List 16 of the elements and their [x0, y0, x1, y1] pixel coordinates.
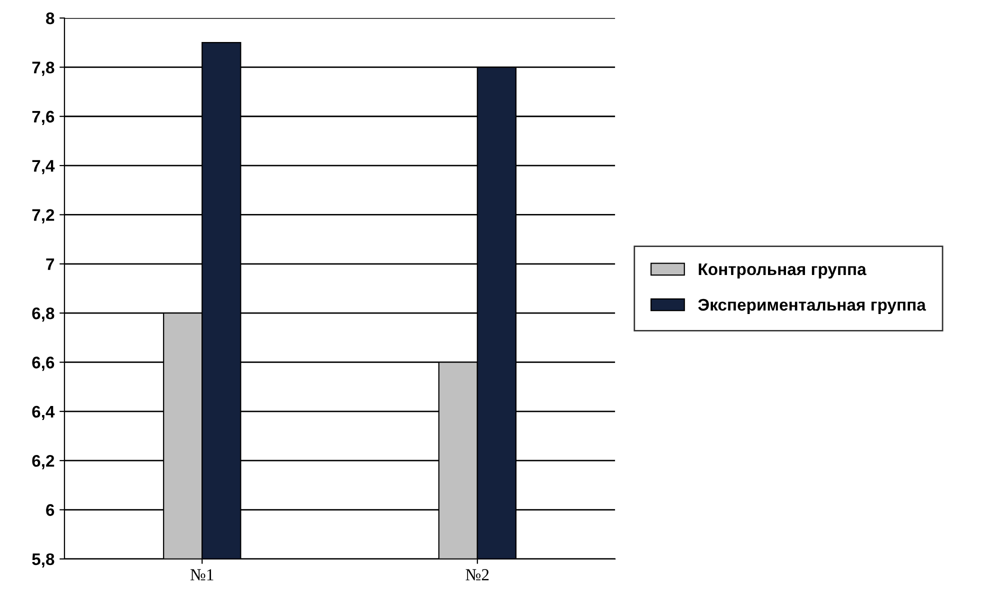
y-tick-label: 7,8 [32, 62, 54, 76]
y-tick-label: 7,4 [32, 160, 55, 174]
y-tick-label: 6 [46, 504, 54, 516]
x-tick-label: №1 [190, 569, 214, 580]
y-tick-label: 6,2 [32, 454, 54, 470]
y-tick-label: 6,6 [32, 356, 54, 371]
y-tick-label: 7,6 [32, 110, 54, 125]
y-tick-label: 5,8 [32, 553, 54, 568]
x-tick-label: №2 [466, 569, 489, 580]
y-tick-label: 8 [46, 12, 54, 24]
y-tick-label: 6,4 [32, 406, 55, 420]
legend-label: Экспериментальная группа [698, 298, 926, 314]
y-tick-label: 6,8 [32, 307, 54, 322]
y-tick-label: 7,2 [32, 209, 54, 224]
y-tick-label: 7 [46, 258, 54, 270]
legend-label: Контрольная группа [698, 264, 866, 278]
